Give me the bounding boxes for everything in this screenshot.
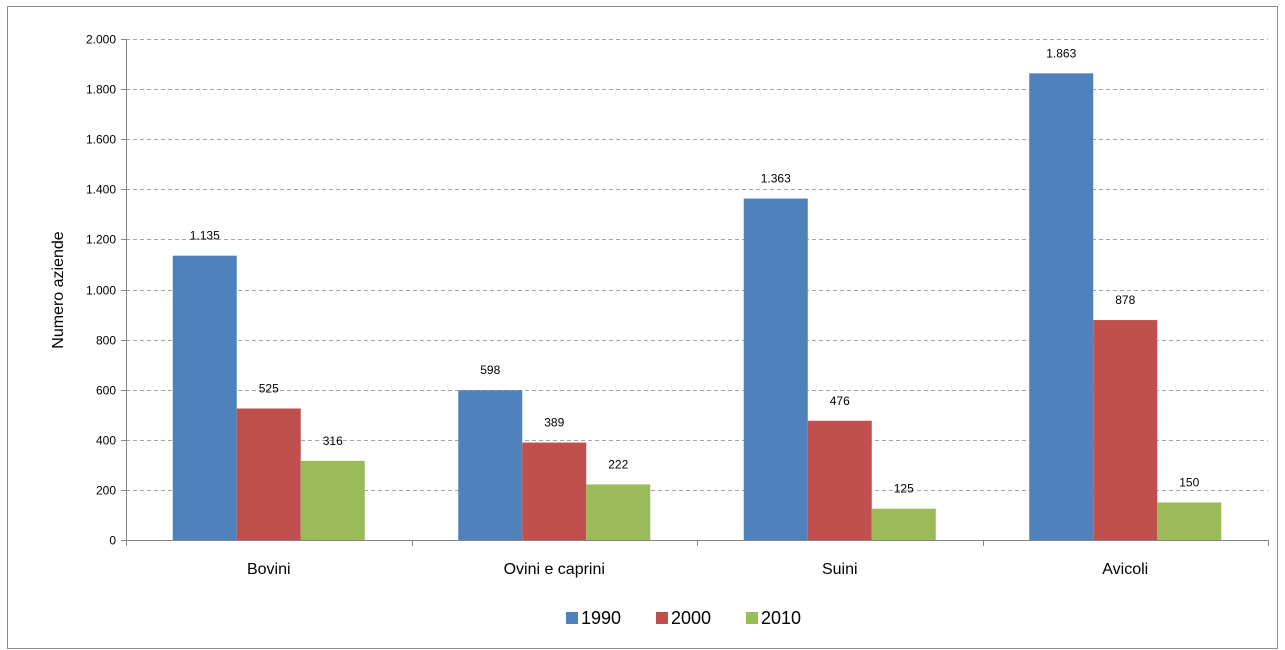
y-tick-label: 200 [96,484,116,498]
x-category-label: Ovini e caprini [504,561,605,578]
bar-1990 [172,255,237,540]
legend-swatch-2010 [746,612,758,624]
y-tick-label: 800 [96,334,116,348]
bar-1990 [743,198,808,541]
y-tick-label: 0 [109,534,116,548]
data-label: 1.863 [1046,46,1076,60]
bar-2010 [871,508,936,540]
axes [121,39,1269,546]
bar-2000 [807,420,872,540]
legend-swatch-2000 [656,612,668,624]
data-label: 598 [480,363,500,377]
bar-2000 [522,442,587,540]
labels: 0 200 400 600 800 1.000 1.200 1.400 1.600 1.800 2.… [86,33,1200,579]
legend-swatch-1990 [566,612,578,624]
y-axis-title: Numero aziende [50,231,67,349]
y-tick-label: 1.400 [86,183,116,197]
data-label: 878 [1115,293,1135,307]
y-tick-label: 2.000 [86,33,116,47]
y-tick-label: 1.200 [86,233,116,247]
legend-label: 1990 [581,608,621,628]
y-tick-label: 1.000 [86,284,116,298]
bar-1990 [458,390,523,540]
bar-2010 [1157,502,1222,540]
bar-2010 [586,484,651,540]
bar-2000 [1093,320,1158,540]
bar-1990 [1029,73,1094,541]
bar-2010 [300,460,365,540]
data-label: 316 [323,434,343,448]
x-category-label: Bovini [247,561,291,578]
y-tick-label: 1.800 [86,83,116,97]
bars [172,73,1222,541]
data-label: 525 [259,381,279,395]
x-category-label: Avicoli [1102,561,1148,578]
data-label: 125 [894,482,914,496]
legend-label: 2000 [671,608,711,628]
legend: 1990 2000 2010 [566,608,801,628]
data-label: 1.135 [190,229,220,243]
y-tick-label: 600 [96,384,116,398]
legend-label: 2010 [761,608,801,628]
data-label: 222 [608,457,628,471]
data-label: 150 [1179,475,1199,489]
bar-2000 [236,408,301,540]
data-label: 1.363 [761,172,791,186]
x-category-label: Suini [822,561,858,578]
data-label: 389 [544,416,564,430]
y-tick-label: 1.600 [86,133,116,147]
y-tick-label: 400 [96,434,116,448]
data-label: 476 [830,394,850,408]
